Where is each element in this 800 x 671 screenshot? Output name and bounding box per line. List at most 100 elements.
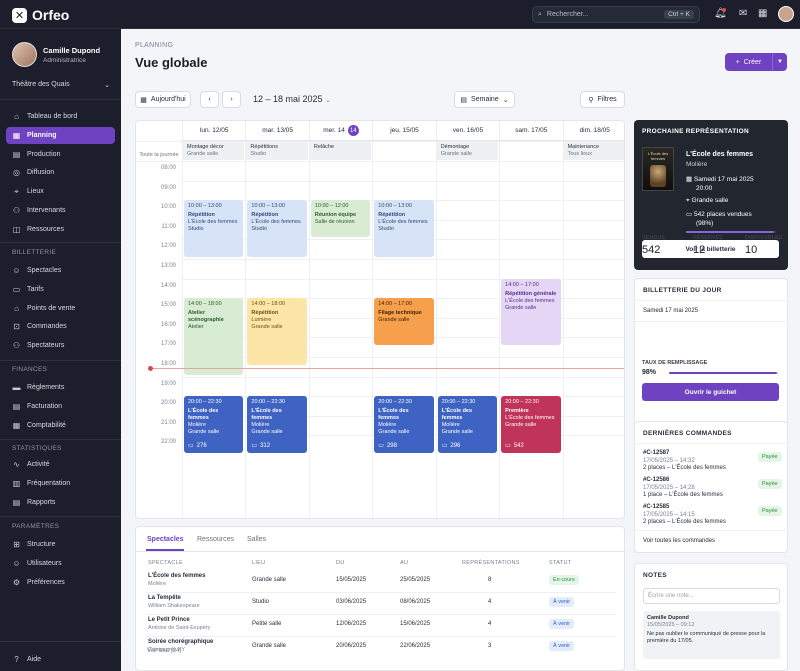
calendar-event[interactable]: 20:00 – 22:30 L'École des femmes Molière Gr…: [374, 396, 434, 453]
calendar-event[interactable]: 10:00 – 13:00 Répétition L'École des femme…: [184, 200, 244, 257]
filters-button[interactable]: ⚲ Filtres: [580, 91, 625, 108]
calendar-event[interactable]: 14:00 – 17:00 Répétition générale L'École …: [501, 278, 561, 346]
calendar-event[interactable]: 14:00 – 18:00 Atelier scénographie Atelier: [184, 298, 244, 375]
sidebar-item-planning[interactable]: ▦ Planning: [6, 126, 115, 144]
sidebar-item-lieux[interactable]: ⌖ Lieux: [6, 183, 115, 200]
card-title: BILLETTERIE DU JOUR: [643, 287, 722, 294]
week-calendar: lun. 12/05 mar. 13/05 mer. 14 14 jeu. 15/05 v…: [135, 120, 625, 519]
order-item[interactable]: #C-12587 17/05/2025 – 14:32 2 places – L'É…: [643, 450, 726, 473]
calendar-event[interactable]: 10:00 – 12:00 Réunion équipe Salle de réun…: [310, 200, 371, 238]
search-input[interactable]: ⌕ Rechercher... Ctrl + K: [532, 6, 700, 23]
day-header[interactable]: lun. 12/05: [182, 121, 245, 140]
sidebar-item-structure[interactable]: ⊞ Structure: [6, 536, 115, 553]
bell-icon[interactable]: 🔔︎: [714, 8, 727, 19]
show-cell[interactable]: Soirée chorégraphique Compagnie XY: [148, 639, 213, 653]
calendar-event[interactable]: 20:00 – 22:30 L'École des femmes Molière Gr…: [184, 396, 244, 453]
calendar-event[interactable]: 10:00 – 13:00 Répétition L'École des femme…: [247, 200, 307, 257]
day-header[interactable]: ven. 16/05: [435, 121, 499, 140]
day-header[interactable]: sam. 17/05: [499, 121, 562, 140]
allday-event[interactable]: Relâche: [309, 142, 373, 160]
sidebar-item-rapports[interactable]: ▤ Rapports: [6, 494, 115, 511]
sidebar-item-label: Intervenants: [27, 207, 66, 214]
sidebar-item-commandes[interactable]: ⊡ Commandes: [6, 318, 115, 335]
calendar-event[interactable]: 20:00 – 22:30 L'École des femmes Molière Gr…: [247, 396, 307, 453]
sidebar-item-label: Tableau de bord: [27, 113, 78, 120]
event-time: 10:00 – 13:00: [378, 203, 412, 210]
show-cell[interactable]: Le Petit Prince Antoine de Saint-Exupéry: [148, 617, 210, 631]
tab-ressources[interactable]: Ressources: [197, 536, 234, 543]
sidebar-item-comptabilit-[interactable]: ▦ Comptabilité: [6, 417, 115, 434]
allday-event[interactable]: Démontage Grande salle: [436, 142, 500, 160]
calendar-event[interactable]: 10:00 – 13:00 Répétition L'École des femme…: [374, 200, 434, 257]
calendar-icon[interactable]: ▦: [758, 8, 768, 19]
calendar-event[interactable]: 20:00 – 22:30 L'École des femmes Molière Gr…: [437, 396, 498, 453]
sidebar-item-spectacles[interactable]: ☺ Spectacles: [6, 262, 115, 279]
available-value: 10: [745, 244, 758, 256]
see-all-link[interactable]: Voir tout (24): [147, 648, 182, 654]
allday-sub: Grande salle: [187, 151, 219, 157]
ticket-icon: ▭: [188, 442, 194, 449]
day-header[interactable]: mer. 14 14: [308, 121, 372, 140]
date-range-label: 12 – 18 mai 2025: [253, 94, 323, 104]
event-time: 14:00 – 17:00: [505, 281, 539, 288]
sidebar-item-tableau-de-bord[interactable]: ⌂ Tableau de bord: [6, 108, 115, 125]
date-range[interactable]: 12 – 18 mai 2025 ⌄: [253, 94, 331, 104]
day-header[interactable]: dim. 18/05: [562, 121, 624, 140]
sidebar-item-spectateurs[interactable]: ⚇ Spectateurs: [6, 337, 115, 354]
user-avatar[interactable]: [778, 6, 794, 22]
today-button[interactable]: ▦ Aujourd'hui: [135, 91, 191, 108]
sidebar-item-activit-[interactable]: ∿ Activité: [6, 456, 115, 473]
show-sold: ▭ 542 places vendues: [686, 210, 752, 218]
order-item[interactable]: #C-12586 17/05/2025 – 14:28 1 place – L'Éc…: [643, 477, 723, 500]
allday-event[interactable]: Maintenance Tous lieux: [563, 142, 624, 160]
poster-title: L'École des femmes: [647, 151, 669, 161]
day-header[interactable]: jeu. 15/05: [372, 121, 435, 140]
event-time: 20:00 – 22:30: [378, 399, 412, 406]
tab-salles[interactable]: Salles: [247, 536, 267, 543]
theatre-selector[interactable]: Théâtre des Quais ⌄: [12, 81, 110, 89]
tab-spectacles[interactable]: Spectacles: [147, 536, 184, 543]
calendar-event[interactable]: 20:00 – 22:30 Première L'École des femmes G…: [501, 396, 561, 453]
mail-icon[interactable]: ✉: [739, 8, 748, 19]
sidebar-item-intervenants[interactable]: ⚇ Intervenants: [6, 202, 115, 219]
chevron-down-icon[interactable]: ▼: [772, 53, 787, 71]
calendar-event[interactable]: 14:00 – 18:00 Répétition Lumière Grande sal…: [247, 298, 307, 365]
show-cell[interactable]: L'École des femmes Molière: [148, 573, 205, 587]
sidebar-item-tarifs[interactable]: ▭ Tarifs: [6, 281, 115, 298]
create-button[interactable]: + Créer ▼: [725, 53, 787, 71]
sidebar-item-help[interactable]: ? Aide: [6, 651, 115, 668]
allday-event[interactable]: Montage décor Grande salle: [183, 142, 246, 160]
sidebar-item-utilisateurs[interactable]: ☺ Utilisateurs: [6, 555, 115, 572]
day-header[interactable]: mar. 13/05: [245, 121, 308, 140]
app-logo[interactable]: ✕ Orfeo: [12, 7, 69, 23]
calendar-event[interactable]: 14:00 – 17:00 Filage technique Grande sall…: [374, 298, 434, 346]
order-item[interactable]: #C-12585 17/05/2025 – 14:15 2 places – L'É…: [643, 504, 726, 527]
theater-icon: ☺: [12, 266, 21, 275]
sidebar-item-facturation[interactable]: ▤ Facturation: [6, 398, 115, 415]
sidebar-item-r-glements[interactable]: ▬ Règlements: [6, 379, 115, 396]
event-line: Atelier: [188, 324, 204, 331]
next-week-button[interactable]: ›: [222, 91, 241, 108]
allday-event[interactable]: Répétitions Studio: [246, 142, 309, 160]
sidebar-item-diffusion[interactable]: ◎ Diffusion: [6, 164, 115, 181]
event-title: Répétition: [188, 212, 215, 219]
note-input[interactable]: Écrire une note...: [643, 588, 780, 604]
user-profile[interactable]: Camille Dupond Administratrice: [12, 42, 100, 67]
show-cell[interactable]: La Tempête William Shakespeare: [148, 595, 200, 609]
sidebar-item-fr-quentation[interactable]: ▥ Fréquentation: [6, 475, 115, 492]
sidebar-item-points-de-vente[interactable]: ⌂ Points de vente: [6, 300, 115, 317]
sidebar-item-ressources[interactable]: ◫ Ressources: [6, 221, 115, 238]
prev-week-button[interactable]: ‹: [200, 91, 219, 108]
see-all-orders-link[interactable]: Voir toutes les commandes: [643, 538, 716, 544]
sidebar-item-pr-f-rences[interactable]: ⚙ Préférences: [6, 574, 115, 591]
event-title: L'École des femmes: [441, 408, 473, 422]
view-selector[interactable]: ▤ Semaine ⌄: [454, 91, 515, 108]
sidebar-item-production[interactable]: ▤ Production: [6, 146, 115, 163]
sidebar-item-label: Spectateurs: [27, 342, 65, 350]
event-line: Grande salle: [505, 422, 537, 429]
divider: [136, 551, 626, 552]
event-line: L'École des femmes: [505, 297, 555, 304]
open-counter-button[interactable]: Ouvrir le guichet: [642, 383, 779, 401]
ticket-count-value: 298: [386, 442, 397, 449]
view-ticketing-button[interactable]: Voir la billetterie: [642, 240, 779, 258]
